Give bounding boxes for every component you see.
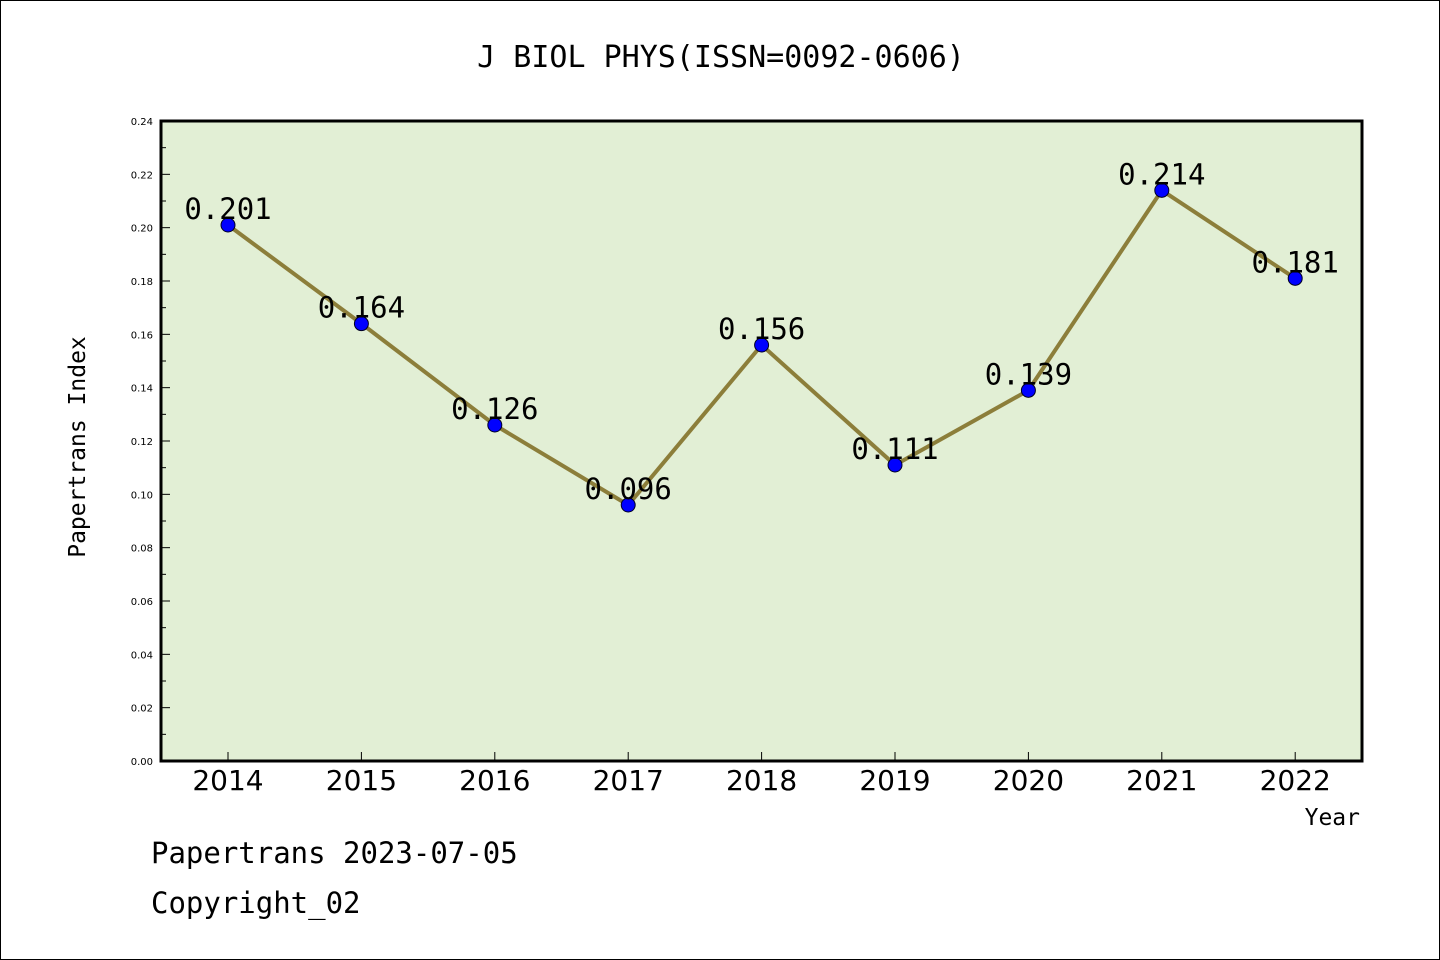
data-point: [1154, 182, 1170, 198]
x-tick-label: 2014: [192, 764, 263, 797]
data-point: [487, 417, 503, 433]
y-tick-label: 0.00: [131, 757, 153, 768]
data-label: 0.181: [1252, 245, 1339, 279]
data-label: 0.111: [851, 432, 938, 466]
data-label: 0.156: [718, 312, 805, 346]
data-label: 0.139: [985, 357, 1072, 391]
y-tick-label: 0.02: [131, 704, 153, 715]
footer-date-line: Papertrans 2023-07-05: [151, 836, 518, 870]
x-tick-label: 2015: [326, 764, 397, 797]
y-axis-label: Papertrans Index: [65, 336, 91, 558]
x-tick-label: 2016: [459, 764, 530, 797]
data-label: 0.096: [585, 472, 672, 506]
x-axis-label: Year: [1305, 805, 1360, 831]
y-tick-label: 0.22: [131, 170, 153, 181]
y-tick-label: 0.14: [131, 384, 153, 395]
y-tick-label: 0.20: [131, 224, 153, 235]
data-label: 0.126: [451, 392, 538, 426]
x-tick-label: 2020: [993, 764, 1064, 797]
y-tick-label: 0.18: [131, 277, 153, 288]
x-tick-label: 2018: [726, 764, 797, 797]
data-label: 0.214: [1118, 157, 1205, 191]
y-tick-label: 0.24: [131, 117, 153, 128]
x-tick-label: 2021: [1126, 764, 1197, 797]
plot-area: [159, 119, 1364, 763]
y-tick-label: 0.06: [131, 597, 153, 608]
y-tick-label: 0.04: [131, 650, 153, 661]
data-point: [1020, 382, 1036, 398]
x-tick-label: 2022: [1260, 764, 1331, 797]
data-label: 0.201: [184, 192, 271, 226]
x-tick-label: 2017: [593, 764, 664, 797]
y-tick-label: 0.12: [131, 437, 153, 448]
y-tick-label: 0.16: [131, 330, 153, 341]
data-point: [220, 217, 236, 233]
data-point: [887, 457, 903, 473]
data-point: [1287, 270, 1303, 286]
data-label: 0.164: [318, 291, 405, 325]
y-tick-label: 0.10: [131, 490, 153, 501]
data-point: [620, 497, 636, 513]
data-point: [353, 316, 369, 332]
y-tick-label: 0.08: [131, 544, 153, 555]
x-tick-label: 2019: [859, 764, 930, 797]
chart-title: J BIOL PHYS(ISSN=0092-0606): [477, 40, 965, 75]
footer-copyright-line: Copyright_02: [151, 886, 361, 920]
data-point: [754, 337, 770, 353]
